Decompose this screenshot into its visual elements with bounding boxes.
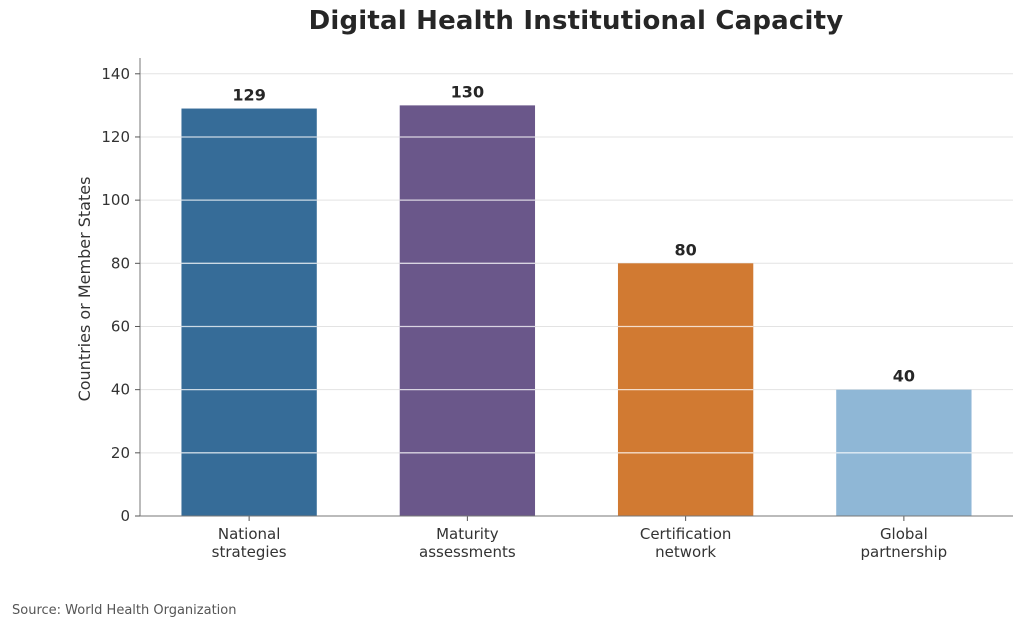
x-tick-label: partnership <box>861 543 948 561</box>
x-tick-label: Global <box>880 525 928 543</box>
y-tick-label: 0 <box>120 507 130 525</box>
x-tick-label: network <box>655 543 716 561</box>
y-tick-label: 140 <box>101 65 130 83</box>
bars <box>181 105 972 517</box>
source-note: Source: World Health Organization <box>12 603 237 618</box>
x-tick-label: assessments <box>419 543 516 561</box>
y-tick-label: 20 <box>111 444 130 462</box>
y-tick-label: 120 <box>101 128 130 146</box>
x-tick-label: National <box>218 525 281 543</box>
chart-title: Digital Health Institutional Capacity <box>308 6 844 36</box>
y-tick-label: 40 <box>111 381 130 399</box>
x-tick-label: Maturity <box>436 525 499 543</box>
x-tick-label: strategies <box>212 543 287 561</box>
data-label: 130 <box>451 82 484 101</box>
data-label: 129 <box>232 86 265 105</box>
y-tick-label: 80 <box>111 254 130 272</box>
data-label: 80 <box>674 240 696 259</box>
y-tick-label: 100 <box>101 191 130 209</box>
bar <box>399 105 536 517</box>
data-labels: 129 130 80 40 <box>232 82 915 385</box>
bar <box>181 108 317 516</box>
y-axis-label: Countries or Member States <box>75 177 94 402</box>
y-tick-label: 60 <box>111 317 130 335</box>
data-label: 40 <box>893 367 915 386</box>
bar-grid-overlay <box>181 136 972 454</box>
x-tick-label: Certification <box>640 525 732 543</box>
